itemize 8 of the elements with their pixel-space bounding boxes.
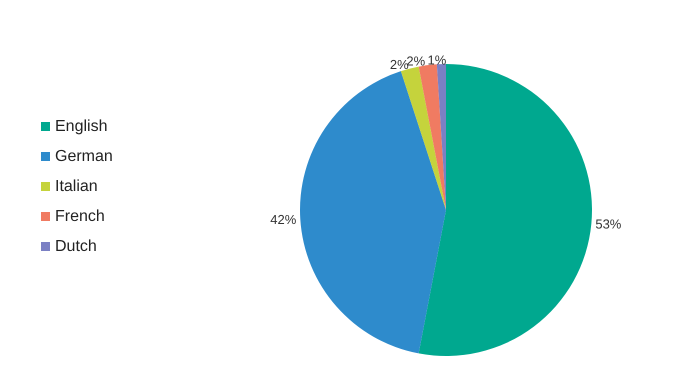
- data-label: 42%: [270, 212, 297, 227]
- legend-label: Italian: [55, 178, 98, 195]
- legend-label: German: [55, 148, 113, 165]
- legend-label: English: [55, 118, 108, 135]
- data-label: 53%: [595, 216, 622, 232]
- data-label: 1%: [427, 52, 447, 68]
- legend-label: Dutch: [55, 238, 97, 255]
- legend-label: French: [55, 208, 105, 225]
